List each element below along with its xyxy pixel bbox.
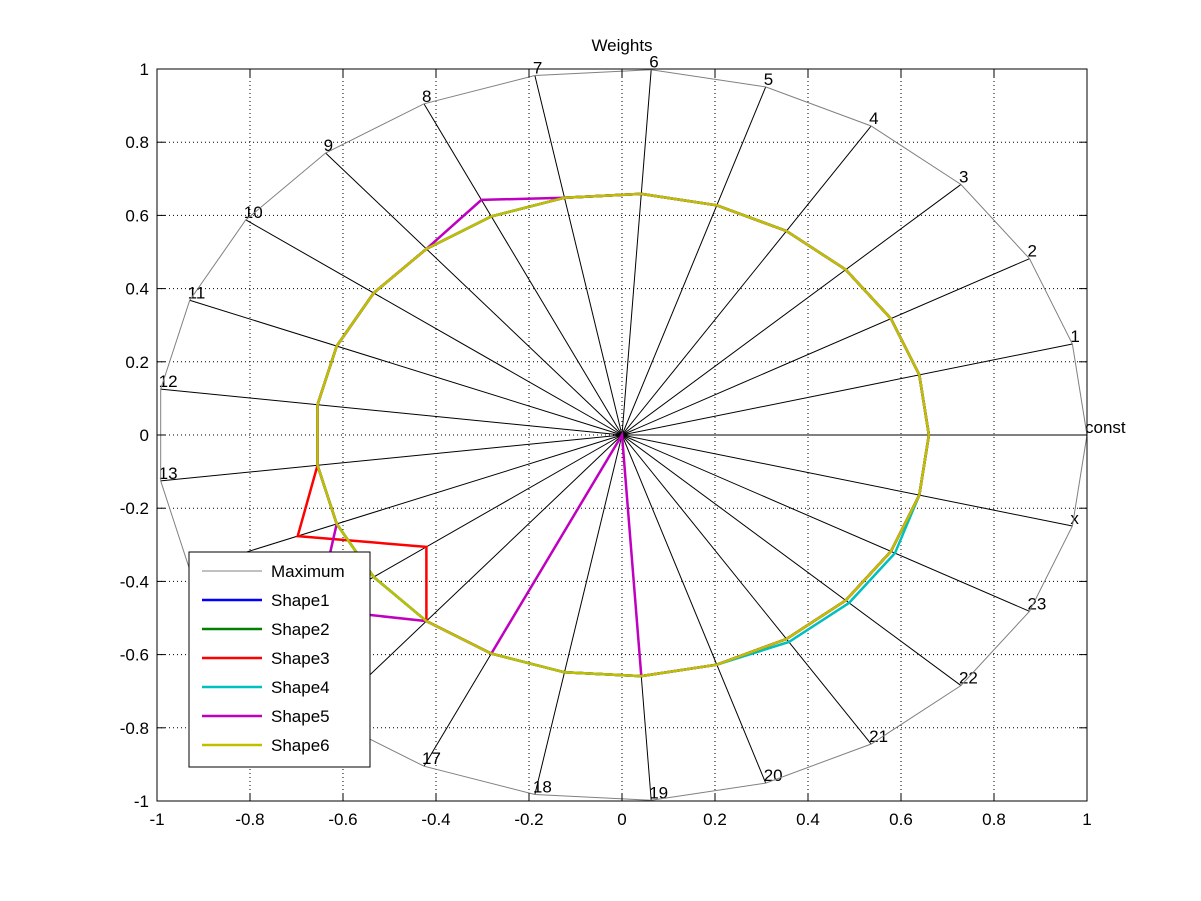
spoke-label: 20: [764, 766, 783, 785]
legend-label: Shape6: [271, 736, 330, 755]
spoke-label: 19: [649, 783, 668, 802]
y-tick-label: 0.2: [125, 353, 149, 372]
spoke-label: 1: [1070, 327, 1079, 346]
spoke-line: [621, 258, 1030, 436]
x-tick-label: 0.6: [889, 810, 913, 829]
spoke-line: [325, 434, 623, 718]
y-tick-label: -0.6: [120, 646, 149, 665]
legend-label: Shape4: [271, 678, 330, 697]
spoke-line: [621, 343, 1073, 436]
spoke-line: [621, 86, 767, 436]
x-tick-label: -1: [149, 810, 164, 829]
spoke-line: [621, 434, 872, 745]
spoke-line: [534, 75, 623, 436]
spoke-line: [423, 103, 623, 436]
x-tick-label: 0.8: [982, 810, 1006, 829]
x-tick-label: -0.2: [514, 810, 543, 829]
y-tick-label: -0.8: [120, 719, 149, 738]
spoke-line: [621, 434, 1073, 527]
legend-label: Shape1: [271, 591, 330, 610]
x-tick-label: 0.4: [796, 810, 820, 829]
spoke-line: [189, 434, 623, 571]
spoke-line: [621, 69, 652, 436]
series-line-shape6: [316, 192, 931, 678]
y-tick-label: 0.6: [125, 206, 149, 225]
x-tick-label: -0.6: [328, 810, 357, 829]
y-tick-label: 0: [140, 426, 149, 445]
spoke-line: [621, 125, 872, 436]
legend-label: Shape5: [271, 707, 330, 726]
x-tick-label: 1: [1082, 810, 1091, 829]
spoke-label: 23: [1027, 594, 1046, 613]
spoke-label: 8: [422, 87, 431, 106]
spoke-label: 4: [869, 109, 878, 128]
spoke-label: 7: [533, 58, 542, 77]
legend-label: Maximum: [271, 562, 345, 581]
spoke-label: 3: [959, 167, 968, 186]
spoke-label: 21: [869, 727, 888, 746]
spoke-label: 6: [649, 53, 658, 72]
spoke-line: [325, 152, 623, 436]
spoke-line: [160, 388, 623, 436]
spoke-label: 5: [764, 70, 773, 89]
spoke-line: [245, 219, 623, 436]
legend-label: Shape2: [271, 620, 330, 639]
legend-label: Shape3: [271, 649, 330, 668]
spoke-label: 17: [422, 749, 441, 768]
y-tick-label: 1: [140, 60, 149, 79]
spoke-label: x: [1070, 509, 1079, 528]
x-tick-label: -0.8: [235, 810, 264, 829]
legend: Maximum Shape1 Shape2 Shape3 Shape4 Shape5 Sha…: [188, 551, 371, 768]
spoke-line: [189, 299, 623, 436]
spoke-label: 12: [159, 372, 178, 391]
y-tick-label: 0.8: [125, 133, 149, 152]
y-tick-label: -1: [134, 792, 149, 811]
x-tick-label: 0: [617, 810, 626, 829]
legend-box: [188, 551, 371, 768]
y-tick-label: -0.4: [120, 572, 149, 591]
spoke-line: [621, 434, 1030, 612]
x-tick-label: -0.4: [421, 810, 450, 829]
spoke-label: const: [1085, 418, 1126, 437]
axis-ticks: -1 -0.8 -0.6 -0.4 -0.2 0 0.2 0.4 0.6 0.8 1 -1 -0.8 -0…: [120, 60, 1092, 829]
series-lines: [160, 69, 1088, 801]
spokes: const12345678910111213141516171819202122…: [159, 53, 1126, 803]
spoke-label: 9: [324, 136, 333, 155]
spoke-line: [621, 434, 962, 686]
y-tick-label: 0.4: [125, 280, 149, 299]
spoke-label: 2: [1027, 242, 1036, 261]
chart-title: Weights: [591, 36, 652, 55]
x-tick-label: 0.2: [703, 810, 727, 829]
y-tick-label: -0.2: [120, 499, 149, 518]
spoke-line: [621, 434, 767, 784]
spoke-line: [534, 434, 623, 795]
spoke-line: [621, 184, 962, 436]
spoke-line: [160, 434, 623, 482]
spoke-label: 13: [159, 464, 178, 483]
spoke-label: 18: [533, 778, 552, 797]
